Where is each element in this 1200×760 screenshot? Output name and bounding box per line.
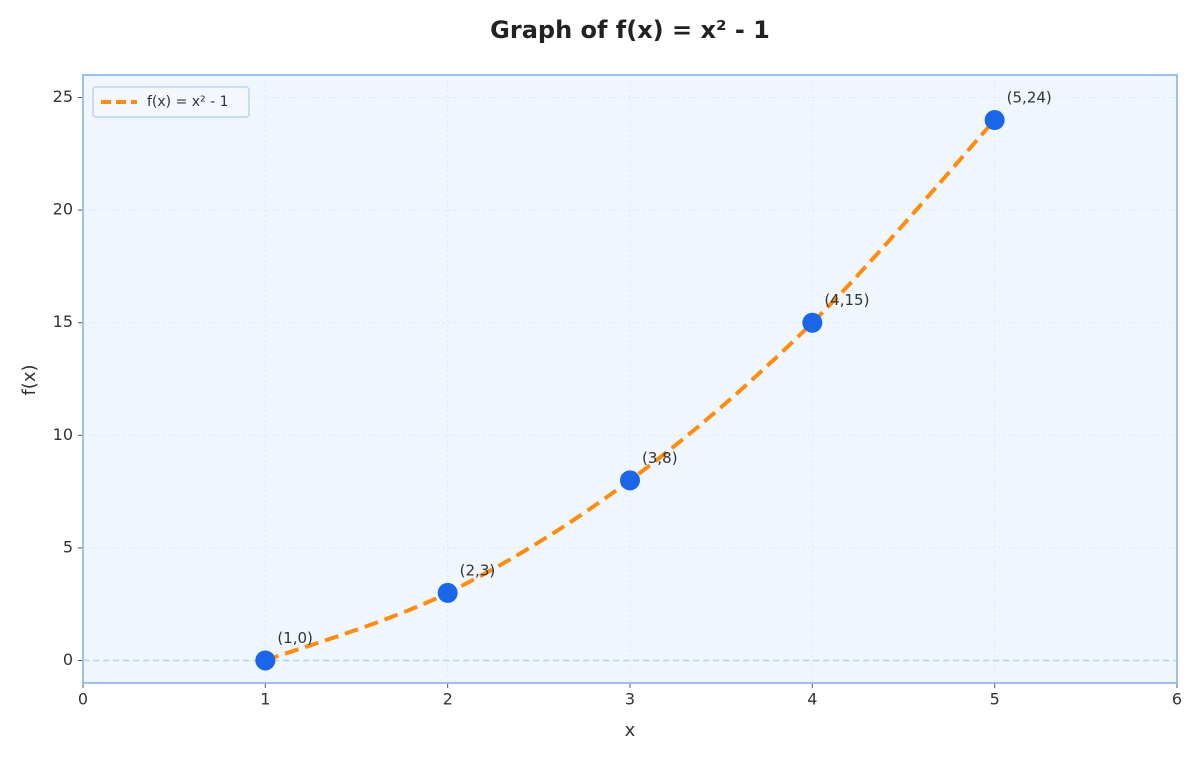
plot-border: [82, 74, 1178, 684]
point-label: (4,15): [824, 291, 869, 309]
x-tick-label: 5: [990, 690, 1000, 709]
chart-title: Graph of f(x) = x² - 1: [490, 16, 770, 44]
point-label: (3,8): [642, 449, 678, 467]
legend-label: f(x) = x² - 1: [147, 94, 229, 110]
x-tick-label: 3: [625, 690, 635, 709]
point-label: (5,24): [1007, 89, 1052, 107]
series-line: [264, 118, 997, 663]
point-label: (2,3): [460, 561, 496, 579]
data-point: [802, 312, 823, 333]
x-axis-label: x: [625, 720, 636, 741]
y-tick-label: 15: [53, 312, 73, 331]
data-point: [437, 582, 458, 603]
y-tick-label: 0: [63, 650, 73, 669]
point-label: (1,0): [277, 629, 313, 647]
x-tick-label: 4: [807, 690, 817, 709]
data-point: [255, 650, 276, 671]
y-axis-label: f(x): [19, 364, 40, 395]
y-tick-label: 25: [53, 87, 73, 106]
legend-box: [92, 86, 250, 118]
x-tick-label: 1: [260, 690, 270, 709]
y-tick-label: 10: [53, 425, 73, 444]
data-point: [620, 470, 640, 491]
x-tick-label: 6: [1172, 690, 1182, 709]
y-tick-label: 20: [53, 200, 73, 219]
x-tick-label: 0: [78, 690, 88, 709]
data-point: [984, 110, 1005, 131]
x-tick-label: 2: [443, 690, 453, 709]
y-tick-label: 5: [63, 537, 73, 556]
